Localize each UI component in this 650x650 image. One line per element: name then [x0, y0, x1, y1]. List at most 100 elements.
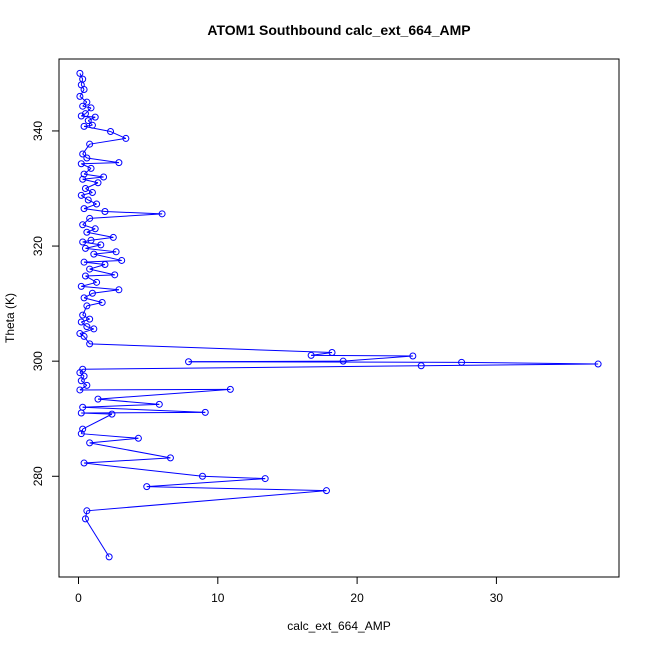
series-line-segment — [85, 274, 115, 277]
data-point — [77, 409, 85, 417]
data-point — [76, 92, 84, 100]
series-line-segment — [81, 162, 119, 165]
data-point — [88, 289, 96, 297]
series-line-segment — [81, 318, 90, 323]
series-line-segment — [85, 107, 92, 115]
series-line-segment — [85, 182, 99, 189]
data-point — [76, 69, 84, 77]
data-point — [122, 134, 130, 142]
data-point — [158, 210, 166, 218]
series-line-segment — [79, 89, 85, 97]
series-line-segment — [146, 478, 266, 488]
data-point — [198, 472, 206, 480]
data-point — [86, 140, 94, 148]
series-line-segment — [461, 361, 599, 365]
series-line-segment — [97, 398, 160, 405]
data-point — [98, 298, 106, 306]
data-point — [86, 265, 94, 273]
x-tick-label: 0 — [75, 591, 82, 605]
series-line-segment — [83, 292, 93, 299]
data-point — [83, 381, 91, 389]
data-point — [339, 357, 347, 365]
series-line-segment — [79, 333, 85, 337]
data-point — [155, 400, 163, 408]
series-line-segment — [86, 326, 94, 330]
series-line-segment — [83, 125, 111, 133]
series-line-segment — [84, 259, 122, 263]
series-line-segment — [82, 413, 113, 430]
series-line-segment — [85, 275, 97, 283]
data-point — [97, 241, 105, 249]
series-line-segment — [311, 354, 413, 357]
data-point — [87, 236, 95, 244]
series-line-segment — [90, 236, 114, 241]
x-tick-label: 20 — [350, 591, 364, 605]
series-line-segment — [89, 442, 171, 459]
series-line-segment — [82, 218, 90, 226]
series-line-segment — [82, 403, 160, 408]
data-point — [118, 256, 126, 264]
data-point — [93, 278, 101, 286]
data-point — [81, 244, 89, 252]
series-line-segment — [79, 328, 94, 335]
data-point — [83, 154, 91, 162]
data-point — [458, 358, 466, 366]
data-point — [100, 173, 108, 181]
series-line-segment — [82, 176, 104, 180]
data-point — [594, 360, 602, 368]
data-point — [80, 122, 88, 130]
data-point — [83, 302, 91, 310]
data-point — [77, 191, 85, 199]
data-point — [143, 483, 151, 491]
series-line-segment — [79, 384, 88, 391]
data-point — [77, 282, 85, 290]
series-line-segment — [83, 167, 92, 175]
series-line-segment — [188, 361, 462, 363]
data-point — [91, 225, 99, 233]
series-line-segment — [97, 388, 231, 400]
series-line-segment — [421, 363, 599, 367]
data-point — [79, 221, 87, 229]
data-point — [79, 175, 87, 183]
data-point — [105, 553, 113, 561]
data-point — [81, 515, 89, 523]
data-point — [101, 208, 109, 216]
data-point — [115, 286, 123, 294]
data-point — [201, 408, 209, 416]
data-point — [307, 351, 315, 359]
series-line-segment — [82, 224, 96, 230]
data-point — [83, 228, 91, 236]
y-tick-label: 340 — [31, 121, 45, 141]
data-point — [322, 487, 330, 495]
series-line-segment — [81, 163, 92, 169]
series-line-segment — [92, 289, 119, 294]
series-line-segment — [83, 336, 91, 345]
data-point — [84, 196, 92, 204]
series-line-segment — [85, 247, 117, 253]
series-line-segment — [79, 96, 88, 103]
data-point — [112, 248, 120, 256]
series-line-segment — [85, 518, 110, 558]
plot-area — [76, 69, 602, 561]
series-line-segment — [81, 194, 89, 201]
data-point — [84, 117, 92, 125]
series-line-segment — [79, 368, 84, 373]
series-line-segment — [88, 116, 96, 122]
series-line-segment — [89, 343, 333, 354]
data-point — [86, 214, 94, 222]
series-line-segment — [82, 406, 206, 413]
series-line-segment — [85, 188, 93, 193]
series-line-segment — [81, 433, 139, 439]
series-line-segment — [88, 199, 97, 205]
data-point — [79, 311, 87, 319]
series-line-segment — [104, 211, 163, 215]
series-line-segment — [84, 261, 106, 265]
y-axis-label: Theta (K) — [3, 293, 17, 343]
data-point — [77, 160, 85, 168]
data-point — [94, 395, 102, 403]
data-point — [80, 294, 88, 302]
data-point — [83, 507, 91, 515]
x-tick-label: 30 — [490, 591, 504, 605]
data-point — [81, 272, 89, 280]
series-line-segment — [81, 192, 93, 196]
